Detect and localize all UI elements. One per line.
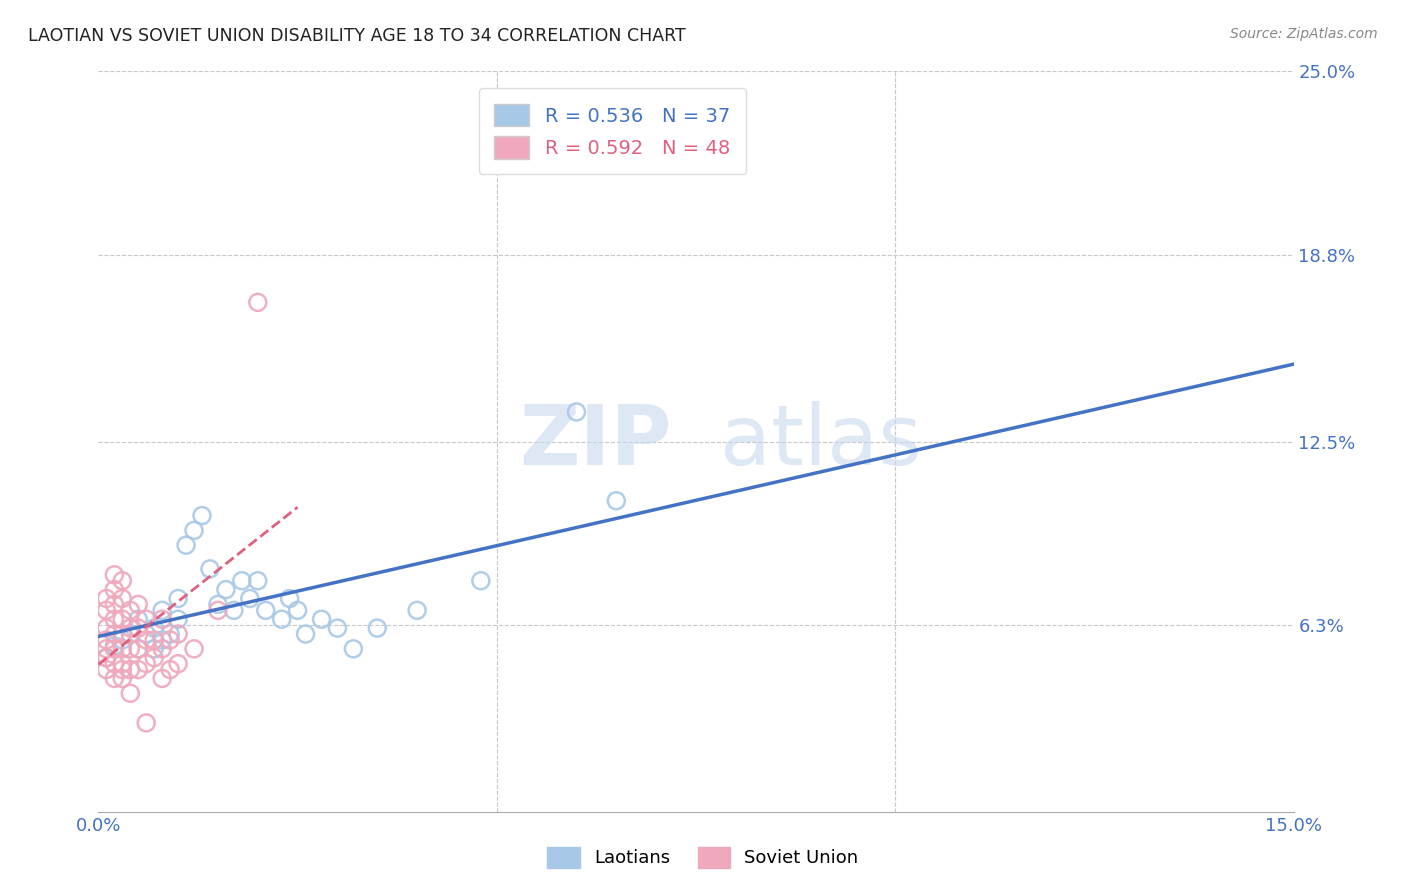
Point [127,641,149,656]
Point [470,574,492,588]
Point [150,641,173,656]
Point [96,621,118,635]
Point [103,641,125,656]
Point [143,632,166,647]
Point [150,612,173,626]
Point [120,603,142,617]
Point [366,621,388,635]
Point [111,663,134,677]
Point [103,639,125,653]
Point [150,603,173,617]
Legend: Laotians, Soviet Union: Laotians, Soviet Union [537,836,869,879]
Point [287,603,309,617]
Point [120,627,142,641]
Point [111,591,134,606]
Point [111,657,134,671]
Point [96,591,118,606]
Point [103,612,125,626]
Point [159,627,181,641]
Point [96,663,118,677]
Point [96,641,118,656]
Text: ZIP: ZIP [520,401,672,482]
Point [406,603,429,617]
Point [135,627,157,641]
Point [254,603,277,617]
Point [96,603,118,617]
Point [135,715,157,730]
Point [103,672,125,686]
Point [111,627,134,641]
Point [167,627,190,641]
Legend: R = 0.536   N = 37, R = 0.592   N = 48: R = 0.536 N = 37, R = 0.592 N = 48 [478,88,745,174]
Point [565,405,588,419]
Point [103,598,125,612]
Text: LAOTIAN VS SOVIET UNION DISABILITY AGE 18 TO 34 CORRELATION CHART: LAOTIAN VS SOVIET UNION DISABILITY AGE 1… [28,27,686,45]
Point [150,632,173,647]
Point [135,632,157,647]
Point [167,612,190,626]
Point [103,567,125,582]
Point [120,686,142,700]
Point [111,641,134,656]
Point [96,632,118,647]
Point [111,574,134,588]
Point [111,612,134,626]
Point [96,650,118,665]
Point [120,621,142,635]
Point [311,612,333,626]
Point [174,538,197,552]
Point [111,632,134,647]
Point [191,508,214,523]
Point [183,641,205,656]
Point [96,650,118,665]
Point [605,493,627,508]
Point [222,603,245,617]
Point [207,598,229,612]
Point [127,663,149,677]
Point [135,612,157,626]
Text: atlas: atlas [720,401,921,482]
Point [278,591,301,606]
Point [111,672,134,686]
Point [159,632,181,647]
Point [135,657,157,671]
Point [120,663,142,677]
Point [143,641,166,656]
Point [120,641,142,656]
Point [167,657,190,671]
Point [127,641,149,656]
Point [215,582,238,597]
Point [103,627,125,641]
Point [127,612,149,626]
Point [167,591,190,606]
Point [270,612,292,626]
Point [246,574,269,588]
Point [198,562,221,576]
Point [127,621,149,635]
Point [239,591,262,606]
Point [183,524,205,538]
Point [159,663,181,677]
Point [326,621,349,635]
Point [207,603,229,617]
Point [342,641,364,656]
Text: Source: ZipAtlas.com: Source: ZipAtlas.com [1230,27,1378,41]
Point [143,650,166,665]
Point [294,627,316,641]
Point [127,598,149,612]
Point [231,574,253,588]
Point [143,621,166,635]
Point [103,657,125,671]
Point [246,295,269,310]
Point [103,582,125,597]
Point [150,672,173,686]
